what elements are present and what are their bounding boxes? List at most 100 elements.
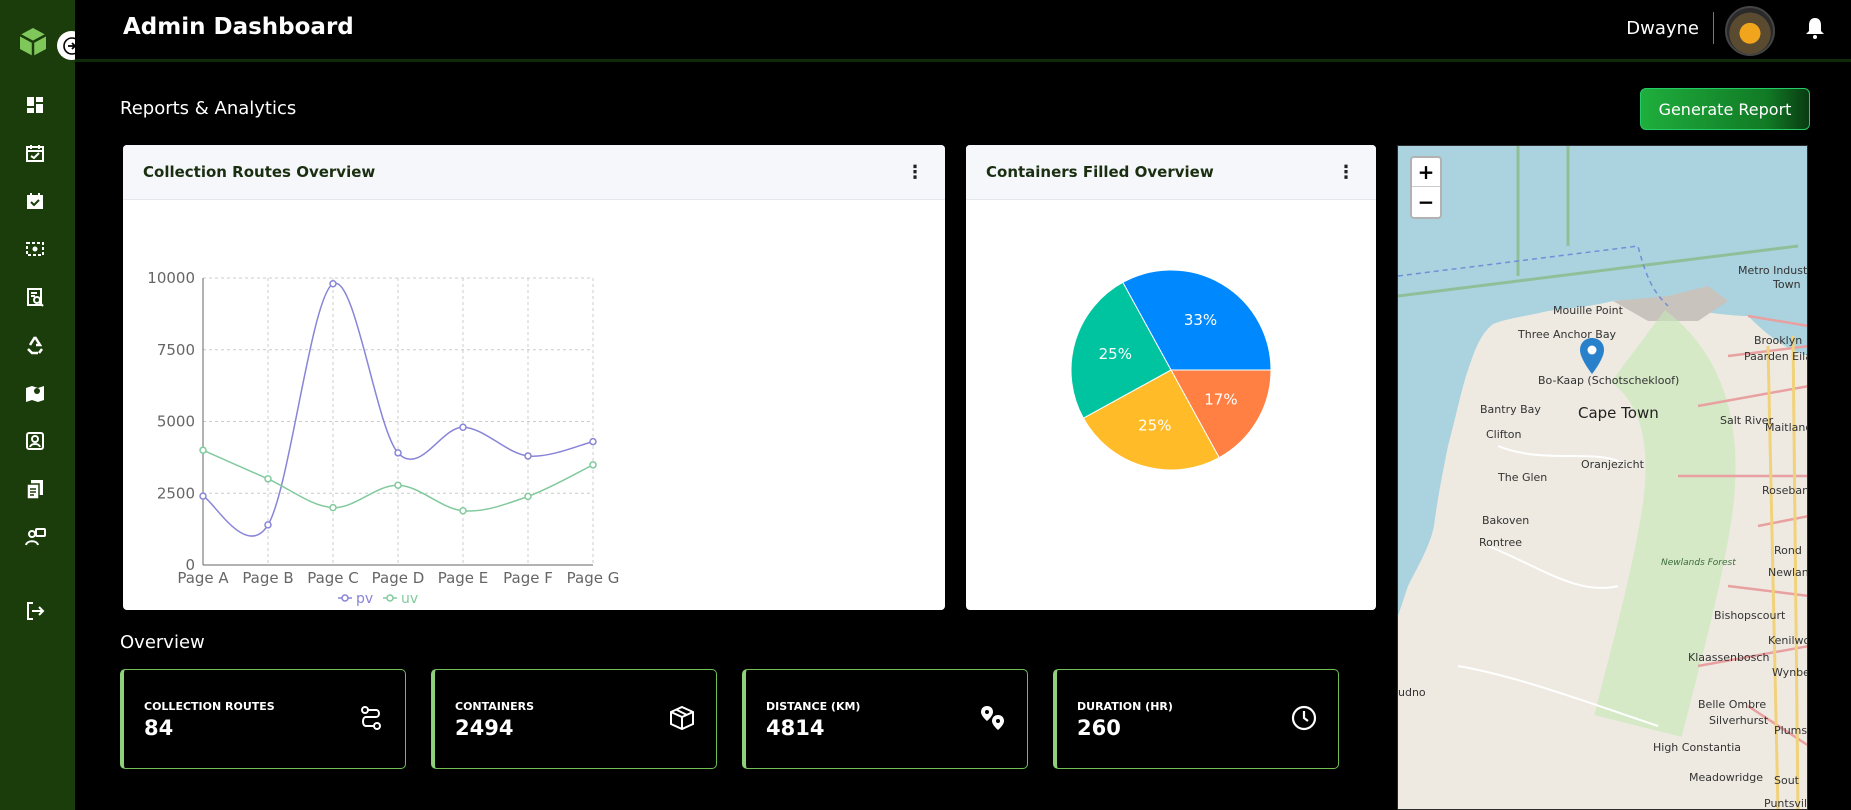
sidebar-item-report-search[interactable] bbox=[22, 284, 48, 310]
map-place-label: Paarden Eiland bbox=[1744, 350, 1807, 363]
sidebar-item-calendar-check[interactable] bbox=[22, 188, 48, 214]
map-icon bbox=[26, 386, 44, 402]
data-point-pv bbox=[264, 521, 272, 529]
map-place-label: Metro Industria bbox=[1738, 264, 1808, 277]
calendar-check-icon bbox=[27, 193, 43, 209]
pie-chart: 33% 17% 25% 25% bbox=[1070, 269, 1272, 471]
map-place-label: Salt River bbox=[1720, 414, 1774, 427]
sidebar-item-recycle[interactable] bbox=[22, 332, 48, 358]
card-header: Collection Routes Overview ⋮ bbox=[123, 145, 945, 200]
page-title: Admin Dashboard bbox=[123, 14, 354, 40]
map-place-label: Belle Ombre bbox=[1698, 698, 1767, 711]
data-point-uv bbox=[329, 503, 337, 512]
sidebar-item-documents[interactable] bbox=[22, 476, 48, 502]
bell-icon[interactable] bbox=[1803, 16, 1827, 40]
stat-value: 4814 bbox=[766, 716, 825, 740]
data-point-pv bbox=[199, 492, 207, 500]
stat-label: DURATION (HR) bbox=[1077, 700, 1173, 713]
map-place-label: Clifton bbox=[1486, 428, 1522, 441]
map-place-label: Bo-Kaap (Schotschekloof) bbox=[1538, 374, 1680, 387]
map-place-label: Newlands Forest bbox=[1661, 558, 1736, 568]
schedule-icon bbox=[26, 145, 44, 162]
route-icon bbox=[361, 706, 381, 730]
generate-report-button[interactable]: Generate Report bbox=[1640, 88, 1810, 130]
avatar[interactable] bbox=[1725, 6, 1775, 56]
x-tick-label: Page E bbox=[438, 569, 489, 587]
map-place-label: Maitland bbox=[1765, 421, 1808, 434]
x-tick-label: Page D bbox=[372, 569, 425, 587]
dashboard-icon bbox=[27, 97, 43, 113]
clock-icon bbox=[1291, 705, 1317, 731]
card-title: Collection Routes Overview bbox=[143, 163, 376, 181]
sidebar-item-contact[interactable] bbox=[22, 428, 48, 454]
map-place-label: Town bbox=[1773, 278, 1801, 291]
documents-icon bbox=[26, 480, 43, 500]
sidebar-item-route[interactable] bbox=[22, 236, 48, 262]
pie-slice bbox=[1082, 369, 1220, 471]
top-bar: Admin Dashboard Dwayne bbox=[75, 0, 1851, 62]
map-place-label: Sout bbox=[1774, 774, 1799, 787]
sidebar-item-logout[interactable] bbox=[22, 598, 48, 624]
map-place-label: Meadowridge bbox=[1689, 771, 1764, 784]
card-header: Containers Filled Overview ⋮ bbox=[966, 145, 1376, 200]
more-options-icon[interactable]: ⋮ bbox=[906, 161, 924, 183]
map-view[interactable]: + − Mouille Point Three Anchor Bay Bo-Kaap… bbox=[1397, 145, 1808, 810]
map-place-label: Klaassenbosch bbox=[1688, 651, 1770, 664]
divider bbox=[1713, 12, 1714, 44]
map-place-label: Oranjezicht bbox=[1581, 458, 1644, 471]
sidebar-item-dashboard[interactable] bbox=[22, 92, 48, 118]
stat-card: DISTANCE (KM) 4814 bbox=[742, 669, 1028, 769]
line-chart: 0 2500 5000 7500 10000 Page A Page B Page C Page… bbox=[147, 269, 620, 607]
user-name[interactable]: Dwayne bbox=[1626, 18, 1699, 39]
data-point-uv bbox=[589, 461, 597, 469]
stat-value: 84 bbox=[144, 716, 174, 740]
map-place-label: Three Anchor Bay bbox=[1518, 328, 1617, 341]
stat-card: DURATION (HR) 260 bbox=[1053, 669, 1339, 769]
map-place-label: Cape Town bbox=[1578, 404, 1659, 422]
data-point-uv bbox=[394, 481, 402, 489]
containers-filled-card: Containers Filled Overview ⋮ 33% 17% 25% 25… bbox=[966, 145, 1376, 610]
sidebar-item-map[interactable] bbox=[22, 380, 48, 406]
stat-label: COLLECTION ROUTES bbox=[144, 700, 275, 713]
card-title: Containers Filled Overview bbox=[986, 163, 1214, 181]
map-place-label: udno bbox=[1398, 686, 1426, 699]
data-point-pv bbox=[589, 437, 597, 446]
logout-icon bbox=[27, 602, 45, 620]
map-place-label: Bishopscourt bbox=[1714, 609, 1786, 622]
zoom-in-button[interactable]: + bbox=[1412, 158, 1440, 187]
x-tick-label: Page G bbox=[567, 569, 620, 587]
zoom-out-button[interactable]: − bbox=[1417, 189, 1435, 214]
more-options-icon[interactable]: ⋮ bbox=[1337, 161, 1355, 183]
y-tick-label: 0 bbox=[185, 556, 195, 574]
map-place-label: Rond bbox=[1774, 544, 1802, 557]
pie-slice-label: 17% bbox=[1204, 391, 1237, 409]
map-place-label: Plumstead bbox=[1774, 724, 1808, 737]
map-place-label: Brooklyn bbox=[1754, 334, 1803, 347]
recycle-icon bbox=[27, 336, 43, 355]
x-tick-label: Page C bbox=[307, 569, 359, 587]
section-title: Reports & Analytics bbox=[120, 98, 297, 119]
y-tick-label: 10000 bbox=[147, 269, 195, 287]
box-icon bbox=[670, 705, 694, 731]
legend-marker-dot bbox=[386, 594, 394, 602]
sidebar-item-schedule[interactable] bbox=[22, 140, 48, 166]
map-place-label: Wynberg bbox=[1772, 666, 1807, 679]
stat-label: CONTAINERS bbox=[455, 700, 534, 713]
x-tick-label: Page A bbox=[177, 569, 229, 587]
data-point-uv bbox=[524, 492, 532, 501]
route-icon bbox=[26, 242, 44, 256]
sidebar-item-feedback[interactable] bbox=[22, 524, 48, 550]
stat-card: COLLECTION ROUTES 84 bbox=[120, 669, 406, 769]
legend-label: uv bbox=[401, 591, 418, 607]
data-point-uv bbox=[199, 446, 207, 454]
map-place-label: Bantry Bay bbox=[1480, 403, 1541, 416]
pie-slice bbox=[1070, 281, 1172, 419]
legend-label: pv bbox=[356, 591, 373, 607]
stat-value: 2494 bbox=[455, 716, 514, 740]
collection-routes-card: Collection Routes Overview ⋮ 0 2500 5000 75… bbox=[123, 145, 945, 610]
stat-value: 260 bbox=[1077, 716, 1121, 740]
map-place-label: Bakoven bbox=[1482, 514, 1530, 527]
data-point-pv bbox=[524, 452, 532, 460]
location-marker-icon[interactable] bbox=[1580, 338, 1604, 374]
cube-logo-icon bbox=[19, 28, 47, 56]
